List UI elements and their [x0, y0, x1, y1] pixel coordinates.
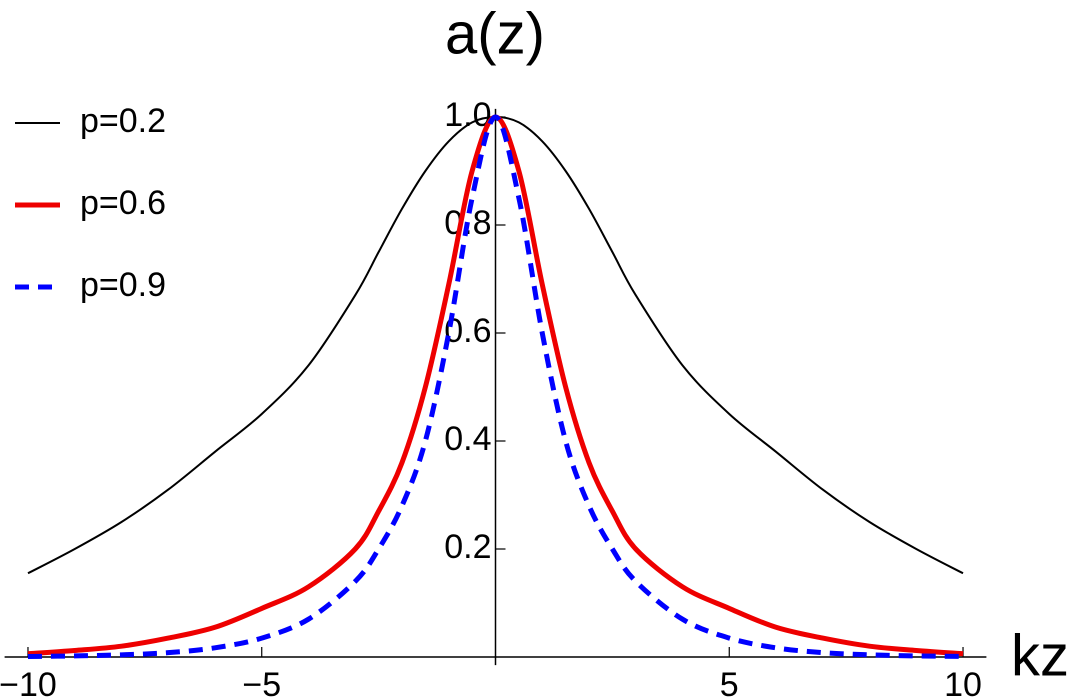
- chart-title: a(z): [445, 1, 545, 66]
- legend-label: p=0.6: [80, 184, 166, 222]
- x-tick-label: −5: [242, 666, 281, 699]
- x-axis-label: kz: [1011, 623, 1069, 688]
- legend-label: p=0.9: [80, 266, 166, 304]
- x-tick-label: 5: [720, 666, 739, 699]
- x-tick-label: −10: [0, 666, 57, 699]
- x-tick-label: 10: [944, 666, 982, 699]
- y-tick-label: 0.2: [444, 528, 491, 566]
- y-tick-label: 0.4: [444, 420, 491, 458]
- legend-label: p=0.2: [80, 102, 166, 140]
- line-series: [27, 114, 964, 659]
